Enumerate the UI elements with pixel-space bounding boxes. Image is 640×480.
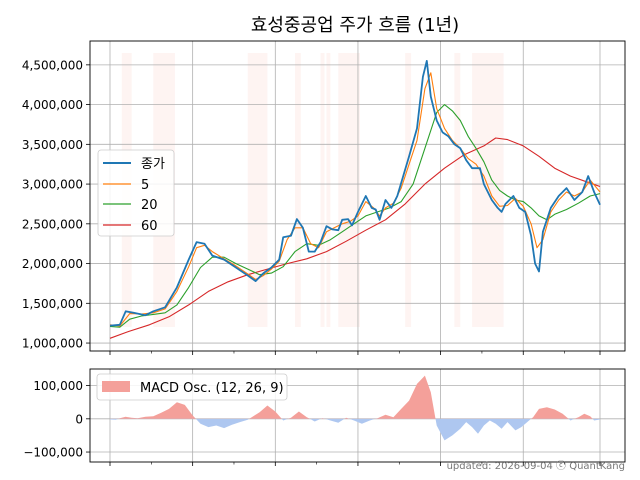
highlight-span bbox=[320, 53, 325, 327]
macd-positive-area bbox=[110, 375, 600, 419]
price-y-tick-label: 1,000,000 bbox=[22, 337, 83, 351]
price-plot-frame bbox=[89, 40, 626, 352]
macd-panel: −100,000 0 100,000 MACD Osc. (12, 26, 9) bbox=[23, 368, 626, 466]
legend-label-macd: MACD Osc. (12, 26, 9) bbox=[140, 381, 284, 396]
legend-label-close: 종가 bbox=[141, 157, 165, 172]
macd-x-axis bbox=[109, 462, 601, 466]
close-price-line bbox=[109, 60, 601, 327]
macd-legend: MACD Osc. (12, 26, 9) bbox=[96, 373, 288, 401]
chart-title: 효성중공업 주가 흐름 (1년) bbox=[251, 15, 459, 36]
price-plot-area bbox=[90, 41, 625, 351]
macd-legend-box bbox=[96, 373, 288, 401]
macd-y-tick-label: 0 bbox=[75, 412, 83, 426]
price-legend-box bbox=[97, 149, 175, 237]
price-y-tick-label: 3,000,000 bbox=[22, 178, 83, 192]
price-panel: 1,000,000 1,500,000 2,000,000 2,500,000 3,00… bbox=[22, 40, 626, 355]
highlight-span bbox=[454, 53, 461, 327]
price-series-lines bbox=[109, 60, 601, 339]
ma60-line bbox=[109, 137, 601, 339]
highlight-span bbox=[247, 53, 268, 327]
price-y-tick-label: 2,000,000 bbox=[22, 257, 83, 271]
price-y-tick-label: 1,500,000 bbox=[22, 297, 83, 311]
legend-label-ma60: 60 bbox=[141, 219, 158, 234]
macd-oscillator-area bbox=[110, 375, 600, 441]
highlight-span bbox=[294, 53, 301, 327]
highlight-span bbox=[405, 53, 412, 327]
price-y-axis: 1,000,000 1,500,000 2,000,000 2,500,000 3,00… bbox=[22, 58, 90, 351]
price-y-tick-label: 4,000,000 bbox=[22, 98, 83, 112]
legend-label-ma20: 20 bbox=[141, 198, 158, 213]
macd-y-tick-label: 100,000 bbox=[33, 379, 83, 393]
price-legend: 종가 5 20 60 bbox=[97, 149, 175, 237]
price-y-tick-label: 2,500,000 bbox=[22, 217, 83, 231]
footer-note: updated: 2026-09-04 ⓒ QuantKang bbox=[447, 460, 625, 472]
highlight-span bbox=[338, 53, 360, 327]
macd-plot-frame bbox=[89, 368, 626, 463]
price-y-tick-label: 4,500,000 bbox=[22, 58, 83, 72]
legend-swatch-macd bbox=[102, 381, 130, 392]
legend-label-ma5: 5 bbox=[141, 178, 149, 193]
macd-y-tick-label: −100,000 bbox=[23, 446, 83, 460]
highlight-span bbox=[326, 53, 331, 327]
macd-negative-area bbox=[110, 418, 600, 441]
price-x-axis bbox=[109, 351, 601, 355]
macd-y-axis: −100,000 0 100,000 bbox=[23, 379, 90, 460]
price-y-tick-label: 3,500,000 bbox=[22, 138, 83, 152]
